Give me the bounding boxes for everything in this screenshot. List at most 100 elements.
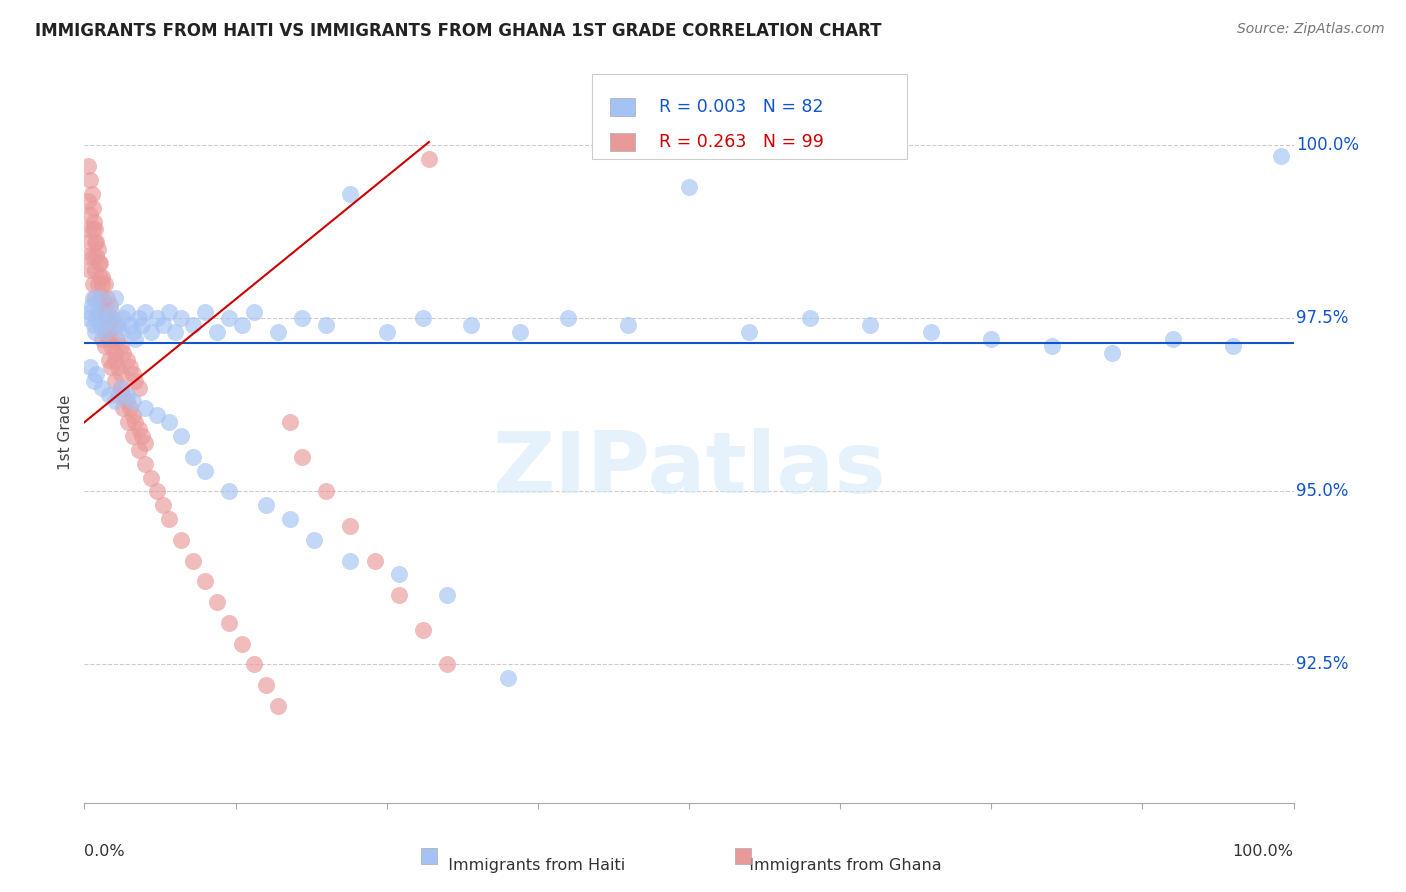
Point xyxy=(121,429,143,443)
Point xyxy=(89,269,111,284)
Text: 100.0%: 100.0% xyxy=(1233,844,1294,858)
Point xyxy=(84,263,107,277)
Point xyxy=(181,318,204,333)
Point xyxy=(98,332,121,346)
Point xyxy=(339,554,361,568)
Point xyxy=(115,304,138,318)
Point xyxy=(104,291,127,305)
Point xyxy=(100,339,122,353)
Point xyxy=(86,249,108,263)
Point xyxy=(86,242,108,256)
Point xyxy=(460,318,482,333)
Point xyxy=(83,214,105,228)
FancyBboxPatch shape xyxy=(610,133,634,152)
Point xyxy=(121,394,143,409)
Point xyxy=(79,173,101,187)
Point xyxy=(80,297,103,311)
Point xyxy=(267,326,290,340)
FancyBboxPatch shape xyxy=(610,98,634,117)
Point xyxy=(104,318,127,333)
Point xyxy=(181,450,204,464)
Point xyxy=(100,359,122,374)
Point xyxy=(104,374,127,388)
Point xyxy=(94,297,117,311)
Point xyxy=(77,194,100,208)
Point xyxy=(97,318,120,333)
Point xyxy=(291,450,314,464)
Point xyxy=(89,291,111,305)
Point xyxy=(86,304,108,318)
Point xyxy=(315,484,337,499)
Point xyxy=(278,512,301,526)
Point xyxy=(83,318,105,333)
Point xyxy=(134,304,156,318)
Point xyxy=(79,263,101,277)
Point xyxy=(194,574,217,589)
Point xyxy=(231,637,253,651)
Point xyxy=(101,311,124,326)
Point xyxy=(509,326,531,340)
Point xyxy=(98,297,121,311)
Point xyxy=(134,457,156,471)
Point xyxy=(218,615,240,630)
Point xyxy=(124,415,146,429)
Point xyxy=(388,567,411,582)
Point xyxy=(412,311,434,326)
Point xyxy=(1040,339,1063,353)
Point xyxy=(107,359,129,374)
Point xyxy=(128,422,150,436)
Point xyxy=(134,401,156,416)
Point xyxy=(94,311,117,326)
Point xyxy=(77,221,100,235)
Point xyxy=(86,367,108,381)
Point xyxy=(231,318,253,333)
Point xyxy=(617,318,640,333)
Text: R = 0.003   N = 82: R = 0.003 N = 82 xyxy=(659,98,823,116)
Point xyxy=(110,326,132,340)
Text: Immigrants from Ghana: Immigrants from Ghana xyxy=(738,858,942,873)
Text: 92.5%: 92.5% xyxy=(1296,656,1348,673)
Point xyxy=(104,346,127,360)
Text: Source: ZipAtlas.com: Source: ZipAtlas.com xyxy=(1237,22,1385,37)
Point xyxy=(131,429,153,443)
Point xyxy=(165,326,187,340)
Text: IMMIGRANTS FROM HAITI VS IMMIGRANTS FROM GHANA 1ST GRADE CORRELATION CHART: IMMIGRANTS FROM HAITI VS IMMIGRANTS FROM… xyxy=(35,22,882,40)
Point xyxy=(97,311,120,326)
Point xyxy=(117,415,139,429)
Point xyxy=(363,554,385,568)
Point xyxy=(89,318,111,333)
Point xyxy=(79,359,101,374)
Point xyxy=(96,291,118,305)
Point xyxy=(97,332,120,346)
Point xyxy=(110,381,132,395)
Point xyxy=(91,332,114,346)
Point xyxy=(91,318,114,333)
Point xyxy=(339,519,361,533)
Point xyxy=(107,318,129,333)
Point xyxy=(120,318,142,333)
Point xyxy=(157,304,180,318)
Point xyxy=(302,533,325,547)
Point xyxy=(83,374,105,388)
Point xyxy=(120,401,142,416)
Point xyxy=(94,311,117,326)
Point xyxy=(1101,346,1123,360)
Y-axis label: 1st Grade: 1st Grade xyxy=(58,395,73,470)
FancyBboxPatch shape xyxy=(592,73,907,159)
Point xyxy=(100,304,122,318)
Point xyxy=(110,367,132,381)
Point xyxy=(82,201,104,215)
Point xyxy=(104,353,127,368)
Point xyxy=(124,332,146,346)
Point xyxy=(412,623,434,637)
Point xyxy=(1270,149,1292,163)
Point xyxy=(84,291,107,305)
Point xyxy=(87,256,110,270)
Point xyxy=(207,326,229,340)
Text: Immigrants from Haiti: Immigrants from Haiti xyxy=(439,858,626,873)
Point xyxy=(1222,339,1244,353)
Point xyxy=(82,249,104,263)
Point xyxy=(91,277,114,291)
Point xyxy=(339,186,361,201)
Point xyxy=(496,671,519,685)
